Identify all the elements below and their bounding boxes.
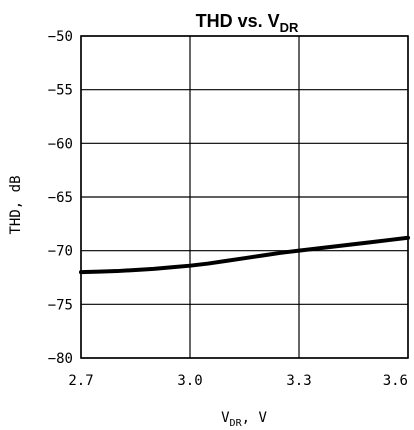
y-axis-label: THD, dB [8,175,24,234]
x-tick-label: 3.0 [177,373,202,389]
thd-curve [79,235,410,275]
y-tick-label: −60 [48,136,73,152]
chart-title: THD vs. VDR [196,11,299,35]
x-axis-label: VDR, V [221,410,267,429]
x-tick-label: 3.3 [286,373,311,389]
plot-frame [80,35,409,359]
y-tick-label: −70 [48,244,73,260]
y-tick-label: −55 [48,83,73,99]
y-tick-label: −80 [48,351,73,367]
y-tick-label: −75 [48,297,73,313]
grid-lines [80,35,409,359]
y-tick-label: −50 [48,29,73,45]
x-tick-label: 2.7 [68,373,93,389]
y-tick-label: −65 [48,190,73,206]
x-tick-label: 3.6 [383,373,408,389]
x-tick-labels: 2.7 3.0 3.3 3.6 [68,373,408,389]
y-tick-labels: −50 −55 −60 −65 −70 −75 −80 [48,29,73,367]
